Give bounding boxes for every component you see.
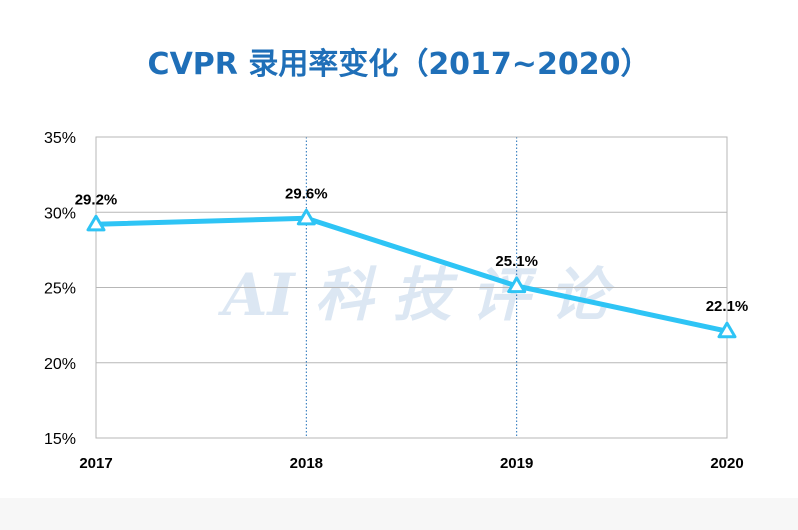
x-tick-label: 2019 (500, 455, 533, 472)
data-label: 25.1% (495, 253, 538, 270)
chart-title: CVPR 录用率变化（2017~2020） (148, 47, 651, 82)
data-labels: 29.2% 29.6% 25.1% 22.1% (75, 185, 749, 315)
y-tick-label: 25% (44, 281, 76, 298)
data-markers (86, 208, 737, 339)
data-point-marker (507, 276, 527, 294)
data-label: 22.1% (706, 298, 749, 315)
data-point-marker (717, 321, 737, 339)
data-point-marker (86, 214, 106, 232)
plot-frame (95, 136, 728, 439)
data-label: 29.6% (285, 185, 328, 202)
grid-lines (96, 137, 727, 438)
data-label: 29.2% (75, 191, 118, 208)
y-tick-label: 30% (44, 205, 76, 222)
y-tick-label: 35% (44, 130, 76, 147)
series-line-path (93, 215, 730, 334)
x-axis: 2017 2018 2019 2020 (79, 455, 743, 472)
x-tick-label: 2017 (79, 455, 112, 472)
y-axis: 15% 20% 25% 30% 35% (44, 130, 76, 448)
y-tick-label: 15% (44, 431, 76, 448)
x-tick-label: 2020 (710, 455, 743, 472)
x-tick-label: 2018 (290, 455, 323, 472)
y-tick-label: 20% (44, 356, 76, 373)
data-point-marker (296, 208, 316, 226)
series-line (93, 215, 730, 334)
bottom-band (0, 498, 798, 530)
